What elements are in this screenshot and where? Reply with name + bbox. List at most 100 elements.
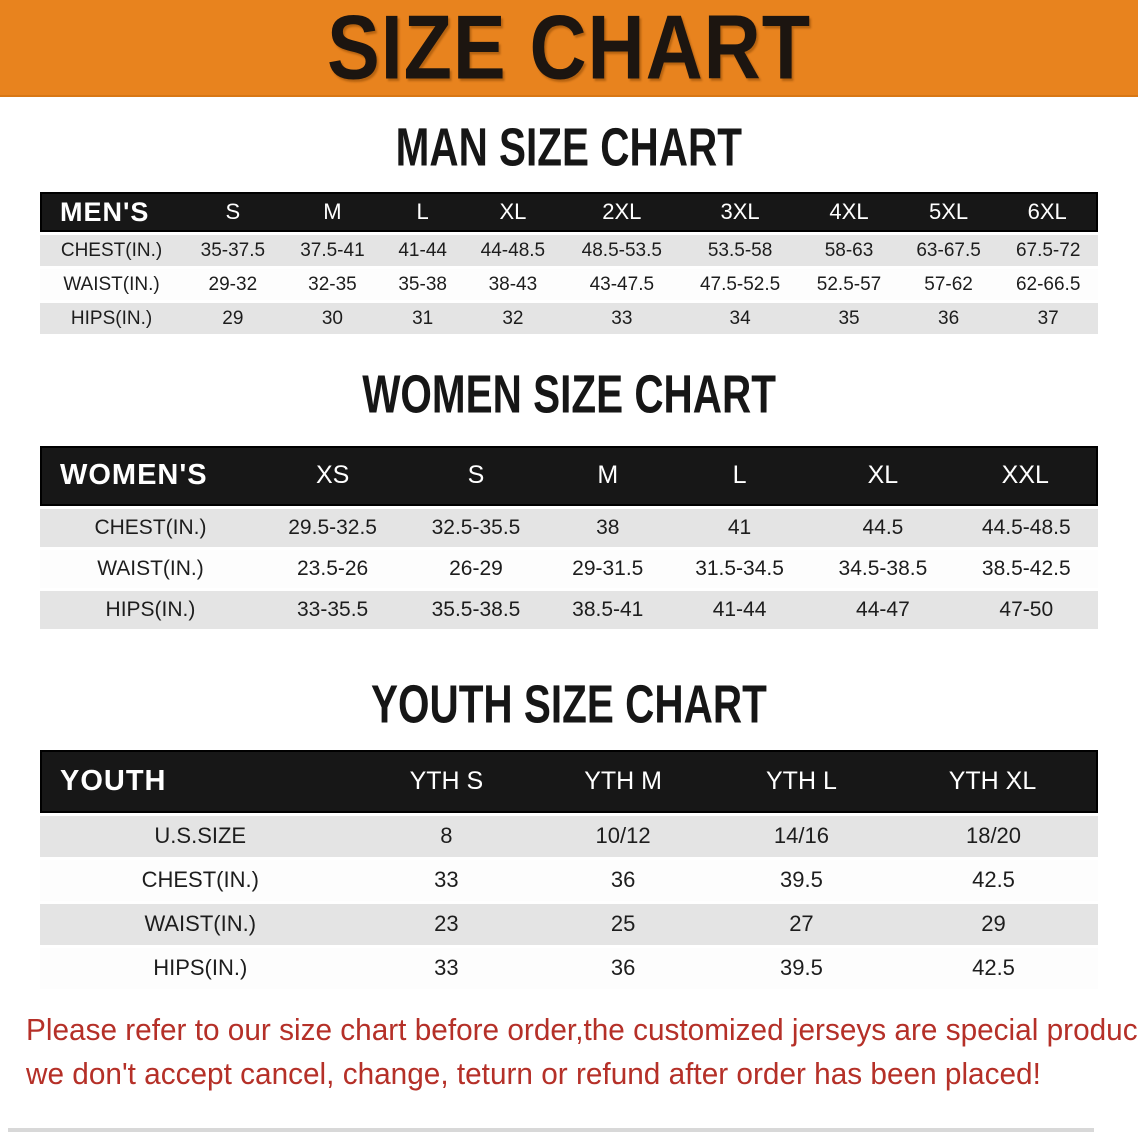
size-column-header: 6XL	[998, 192, 1098, 233]
measurement-value: 41	[667, 508, 812, 547]
measurement-value: 26-29	[404, 549, 548, 588]
measurement-value: 38.5-41	[547, 590, 668, 629]
size-column-header: M	[547, 445, 668, 506]
measurement-row: CHEST(IN.) 35-37.5 37.5-41 41-44 44-48.5 48.5…	[40, 235, 1098, 267]
measurement-value: 44.5	[811, 508, 955, 547]
measurement-value: 42.5	[889, 947, 1098, 989]
youth-size-table: YOUTH YTH S YTH M YTH L YTH XL U.S.SIZE 8 10/12…	[40, 747, 1098, 992]
measurement-value: 29.5-32.5	[260, 508, 405, 547]
measurement-value: 44-47	[811, 590, 955, 629]
measurement-value: 35-38	[382, 269, 464, 301]
size-column-header: 2XL	[562, 192, 681, 233]
size-column-header: 3XL	[680, 192, 800, 233]
measurement-label: WAIST(IN.)	[40, 269, 184, 301]
bottom-divider	[8, 1128, 1094, 1132]
measurement-label: HIPS(IN.)	[40, 303, 184, 335]
size-column-header: YTH XL	[889, 749, 1098, 813]
measurement-value: 37.5-41	[282, 235, 383, 267]
size-header-row: WOMEN'S XS S M L XL XXL	[40, 445, 1098, 506]
disclaimer-line-2: we don't accept cancel, change, teturn o…	[26, 1055, 1041, 1091]
measurement-label: WAIST(IN.)	[40, 549, 261, 588]
size-column-header: YTH S	[360, 749, 533, 813]
measurement-value: 35	[799, 303, 899, 335]
measurement-row: HIPS(IN.) 33-35.5 35.5-38.5 38.5-41 41-44 44-…	[40, 590, 1098, 629]
size-column-header: L	[382, 192, 464, 233]
size-column-header: XL	[811, 445, 955, 506]
measurement-value: 34.5-38.5	[811, 549, 955, 588]
measurement-value: 38	[547, 508, 668, 547]
measurement-value: 23	[360, 903, 533, 945]
measurement-value: 31	[382, 303, 464, 335]
women-section-heading: WOMEN SIZE CHART	[0, 366, 1138, 422]
measurement-value: 41-44	[667, 590, 812, 629]
measurement-row: CHEST(IN.) 33 36 39.5 42.5	[40, 859, 1098, 901]
measurement-value: 39.5	[713, 859, 890, 901]
men-size-table-wrap: MEN'S S M L XL 2XL 3XL 4XL 5XL 6XL CHEST(IN.) 35-37…	[40, 189, 1098, 337]
measurement-label: HIPS(IN.)	[40, 590, 261, 629]
measurement-value: 29-32	[183, 269, 283, 301]
size-column-header: L	[667, 445, 812, 506]
youth-heading-text: YOUTH SIZE CHART	[371, 673, 767, 734]
measurement-label: CHEST(IN.)	[40, 235, 184, 267]
size-column-header: XS	[260, 445, 405, 506]
men-heading-text: MAN SIZE CHART	[395, 116, 743, 178]
measurement-value: 25	[532, 903, 714, 945]
measurement-value: 32	[463, 303, 563, 335]
measurement-value: 27	[713, 903, 890, 945]
measurement-value: 47.5-52.5	[680, 269, 800, 301]
measurement-value: 67.5-72	[998, 235, 1098, 267]
measurement-value: 32.5-35.5	[404, 508, 548, 547]
women-size-table: WOMEN'S XS S M L XL XXL CHEST(IN.) 29.5-32.5 32.5…	[40, 443, 1098, 632]
men-size-table: MEN'S S M L XL 2XL 3XL 4XL 5XL 6XL CHEST(IN.) 35-37…	[40, 189, 1098, 337]
measurement-value: 33-35.5	[260, 590, 405, 629]
size-column-header: S	[404, 445, 548, 506]
measurement-value: 57-62	[898, 269, 999, 301]
measurement-value: 10/12	[532, 815, 714, 857]
youth-size-table-wrap: YOUTH YTH S YTH M YTH L YTH XL U.S.SIZE 8 10/12…	[40, 747, 1098, 992]
measurement-value: 30	[282, 303, 383, 335]
measurement-value: 33	[360, 947, 533, 989]
measurement-value: 37	[998, 303, 1098, 335]
size-column-header: M	[282, 192, 383, 233]
measurement-value: 58-63	[799, 235, 899, 267]
measurement-value: 35-37.5	[183, 235, 283, 267]
size-column-header: 5XL	[898, 192, 999, 233]
size-column-header: XXL	[954, 445, 1098, 506]
measurement-value: 44.5-48.5	[954, 508, 1098, 547]
measurement-value: 43-47.5	[562, 269, 681, 301]
measurement-value: 36	[898, 303, 999, 335]
size-header-row: MEN'S S M L XL 2XL 3XL 4XL 5XL 6XL	[40, 192, 1098, 233]
measurement-label: HIPS(IN.)	[40, 947, 361, 989]
measurement-value: 39.5	[713, 947, 890, 989]
size-column-header: S	[183, 192, 283, 233]
measurement-value: 8	[360, 815, 533, 857]
measurement-row: WAIST(IN.) 29-32 32-35 35-38 38-43 43-47.5 47.…	[40, 269, 1098, 301]
measurement-row: HIPS(IN.) 29 30 31 32 33 34 35 36 37	[40, 303, 1098, 335]
table-group-label: WOMEN'S	[40, 445, 261, 506]
measurement-value: 53.5-58	[680, 235, 800, 267]
measurement-value: 29	[183, 303, 283, 335]
banner-title: SIZE CHART	[327, 0, 811, 99]
measurement-label: WAIST(IN.)	[40, 903, 361, 945]
measurement-label: CHEST(IN.)	[40, 508, 261, 547]
measurement-value: 42.5	[889, 859, 1098, 901]
measurement-value: 35.5-38.5	[404, 590, 548, 629]
measurement-value: 34	[680, 303, 800, 335]
measurement-value: 33	[562, 303, 681, 335]
disclaimer-line-1: Please refer to our size chart before or…	[26, 1011, 1138, 1047]
measurement-label: CHEST(IN.)	[40, 859, 361, 901]
size-column-header: XL	[463, 192, 563, 233]
measurement-value: 62-66.5	[998, 269, 1098, 301]
men-section-heading: MAN SIZE CHART	[0, 119, 1138, 175]
women-heading-text: WOMEN SIZE CHART	[362, 364, 776, 425]
measurement-value: 38.5-42.5	[954, 549, 1098, 588]
measurement-value: 52.5-57	[799, 269, 899, 301]
measurement-value: 36	[532, 859, 714, 901]
size-header-row: YOUTH YTH S YTH M YTH L YTH XL	[40, 749, 1098, 813]
measurement-label: U.S.SIZE	[40, 815, 361, 857]
size-column-header: 4XL	[799, 192, 899, 233]
size-column-header: YTH L	[713, 749, 890, 813]
measurement-value: 47-50	[954, 590, 1098, 629]
measurement-value: 33	[360, 859, 533, 901]
measurement-row: WAIST(IN.) 23.5-26 26-29 29-31.5 31.5-34.5 34…	[40, 549, 1098, 588]
